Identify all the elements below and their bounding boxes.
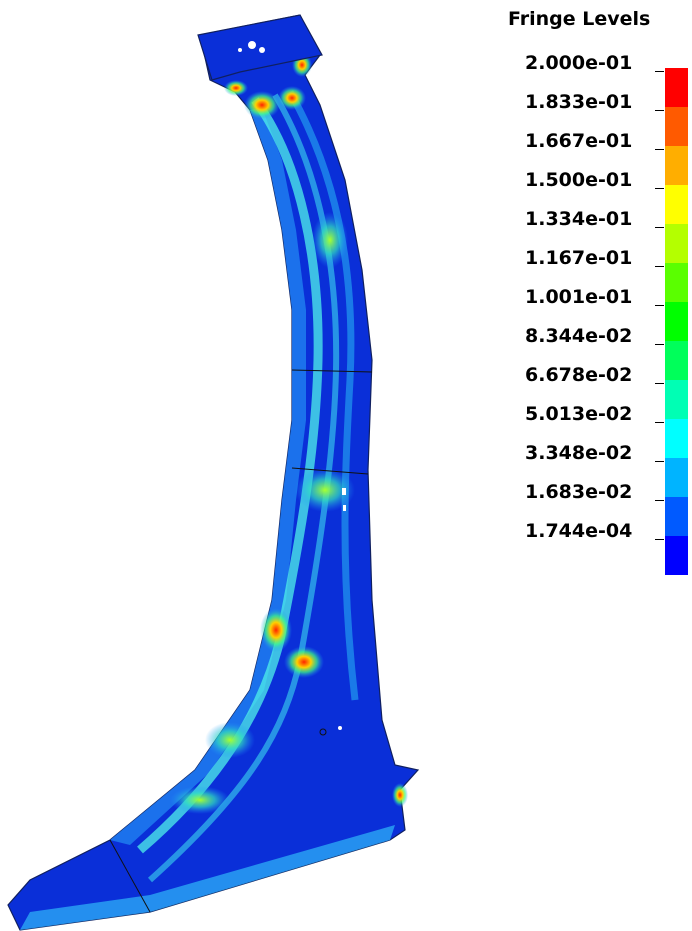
hotspot-mid-left — [260, 608, 292, 652]
legend-level-label: 1.001e-01 — [525, 286, 633, 308]
legend-level-label: 1.334e-01 — [525, 208, 633, 230]
legend-level-label: 8.344e-02 — [525, 325, 633, 347]
seam-line — [291, 369, 373, 373]
legend-tick — [655, 500, 664, 501]
warm-region-1 — [295, 468, 355, 512]
legend-level-label: 5.013e-02 — [525, 403, 633, 425]
legend-color-swatch — [665, 380, 688, 419]
top-cap — [197, 14, 323, 81]
warm-region-4 — [170, 786, 230, 814]
legend-color-swatch — [665, 497, 688, 536]
cap-hole — [238, 48, 242, 52]
small-hole — [338, 726, 342, 730]
legend-tick — [655, 305, 664, 306]
legend-level-label: 1.833e-01 — [525, 91, 633, 113]
legend-color-swatch — [665, 302, 688, 341]
legend-tick — [655, 149, 664, 150]
b-pillar-contour-plot — [7, 14, 420, 931]
legend-color-swatch — [665, 224, 688, 263]
legend-tick — [655, 539, 664, 540]
legend-color-swatch — [665, 68, 688, 107]
legend-tick — [655, 422, 664, 423]
hotspot-cap-left — [224, 80, 248, 96]
base-flange — [20, 825, 395, 930]
legend-tick — [655, 71, 664, 72]
legend-tick — [655, 266, 664, 267]
legend-level-label: 1.667e-01 — [525, 130, 633, 152]
seam-line — [291, 467, 369, 475]
legend-color-swatch — [665, 341, 688, 380]
hotspot-mid — [284, 646, 324, 678]
small-hole — [343, 505, 346, 511]
legend-tick — [655, 461, 664, 462]
legend-color-swatch — [665, 419, 688, 458]
legend-level-label: 1.167e-01 — [525, 247, 633, 269]
legend-tick — [655, 227, 664, 228]
legend-level-label: 1.683e-02 — [525, 481, 633, 503]
warm-region-2 — [312, 212, 348, 268]
hotspot-lower-right — [392, 783, 408, 807]
legend-color-swatch — [665, 107, 688, 146]
legend-color-swatch — [665, 185, 688, 224]
legend-level-label: 1.500e-01 — [525, 169, 633, 191]
legend-tick — [655, 110, 664, 111]
small-hole — [342, 488, 346, 495]
legend-title: Fringe Levels — [508, 8, 651, 30]
hotspot-top-right — [278, 86, 306, 110]
seam-line — [109, 839, 151, 913]
legend-level-label: 6.678e-02 — [525, 364, 633, 386]
legend-color-swatch — [665, 458, 688, 497]
legend-tick — [655, 188, 664, 189]
legend-level-label: 1.744e-04 — [525, 520, 633, 542]
legend-color-swatch — [665, 146, 688, 185]
legend-tick — [655, 344, 664, 345]
cap-hole — [259, 47, 265, 53]
legend-level-label: 3.348e-02 — [525, 442, 633, 464]
ridge-line-3 — [286, 90, 359, 701]
warm-region-3 — [205, 722, 255, 758]
cap-hole — [248, 41, 256, 49]
small-hole — [319, 728, 327, 736]
legend-tick — [655, 383, 664, 384]
legend-color-swatch — [665, 263, 688, 302]
legend-level-label: 2.000e-01 — [525, 52, 633, 74]
legend-color-swatch — [665, 536, 688, 575]
hotspot-top-left — [244, 91, 280, 119]
